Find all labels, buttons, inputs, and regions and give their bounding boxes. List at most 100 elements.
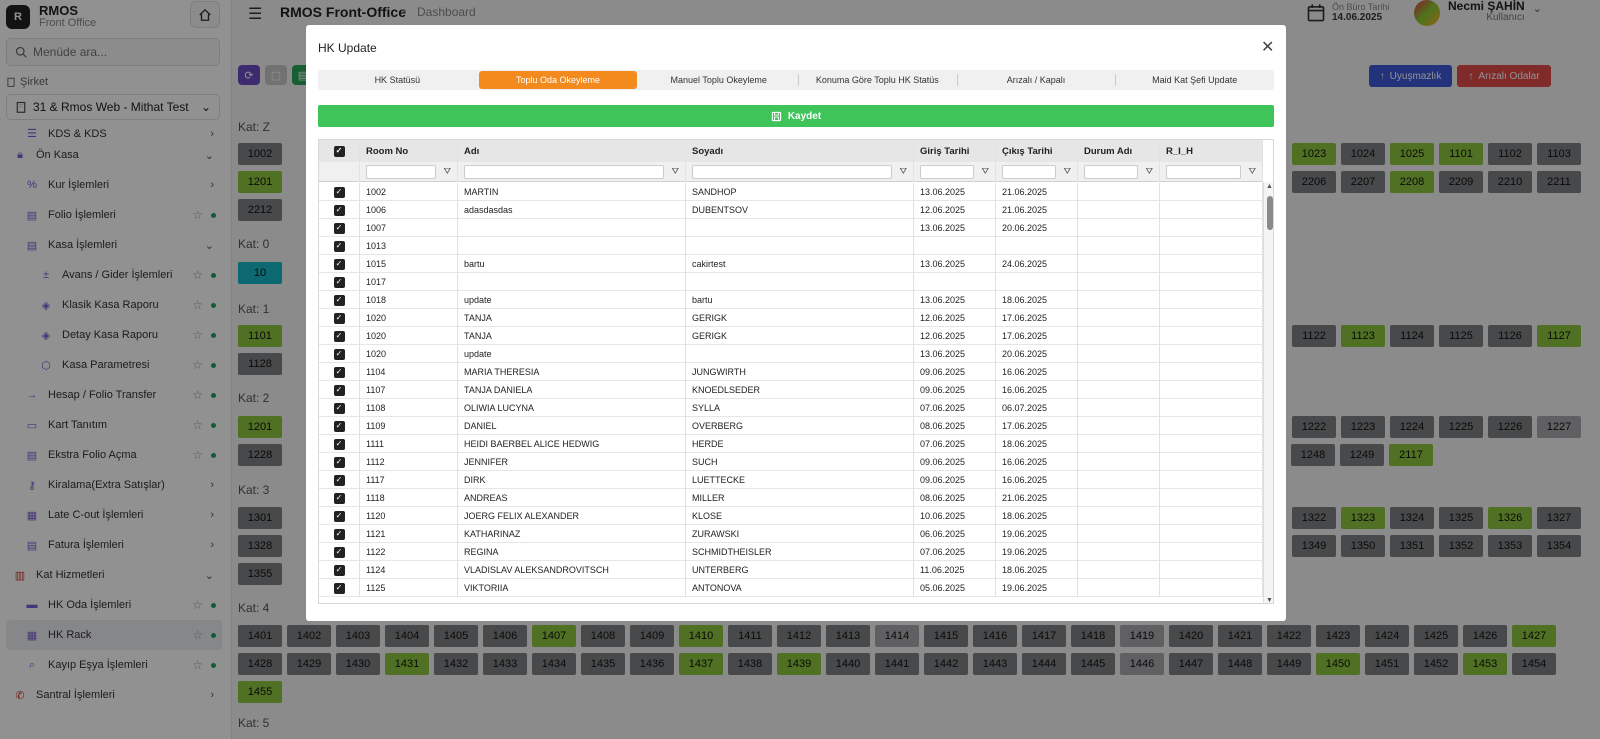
table-row[interactable]: ✓ 1006 adasdasdas DUBENTSOV 12.06.2025 21.06.…	[319, 201, 1263, 219]
room-tile[interactable]: 1453	[1463, 653, 1507, 675]
sidebar-item-7[interactable]: ◈ Detay Kasa Raporu ☆	[6, 320, 222, 350]
table-row[interactable]: ✓ 1112 JENNIFER SUCH 09.06.2025 16.06.2025	[319, 453, 1263, 471]
scroll-down-icon[interactable]: ▼	[1266, 597, 1273, 604]
row-checkbox[interactable]: ✓	[333, 492, 345, 504]
tab-5[interactable]: Maid Kat Şefi Update	[1115, 70, 1274, 90]
row-checkbox[interactable]: ✓	[333, 294, 345, 306]
row-checkbox[interactable]: ✓	[333, 222, 345, 234]
sidebar-item-18[interactable]: ⌕ Kayıp Eşya İşlemleri ☆	[6, 650, 222, 680]
room-tile[interactable]: 1423	[1316, 625, 1360, 647]
room-tile[interactable]: 1409	[630, 625, 674, 647]
room-tile[interactable]: 1351	[1390, 535, 1434, 557]
room-tile[interactable]: 1002	[238, 143, 282, 165]
room-tile[interactable]: 1440	[826, 653, 870, 675]
room-tile[interactable]: 2117	[1389, 444, 1433, 466]
star-icon[interactable]: ☆	[192, 298, 203, 312]
filter-icon[interactable]: ⛛	[671, 166, 679, 176]
close-icon[interactable]: ✕	[1261, 39, 1275, 56]
room-tile[interactable]: 1354	[1537, 535, 1581, 557]
tab-1[interactable]: Toplu Oda Okeyleme	[478, 71, 638, 89]
room-tile[interactable]: 1125	[1439, 325, 1483, 347]
room-tile[interactable]: 1419	[1120, 625, 1164, 647]
room-tile[interactable]: 1328	[238, 535, 282, 557]
room-tile[interactable]: 1430	[336, 653, 380, 675]
room-tile[interactable]: 1402	[287, 625, 331, 647]
room-tile[interactable]: 1405	[434, 625, 478, 647]
room-tile[interactable]: 1443	[973, 653, 1017, 675]
row-checkbox[interactable]: ✓	[333, 366, 345, 378]
room-tile[interactable]: 1225	[1439, 416, 1483, 438]
column-header[interactable]: Çıkış Tarihi	[996, 140, 1078, 162]
room-tile[interactable]: 1421	[1218, 625, 1262, 647]
room-tile[interactable]: 10	[238, 262, 282, 284]
sidebar-item-1[interactable]: 🔒︎ Ön Kasa ⌄	[6, 140, 222, 170]
scroll-thumb[interactable]	[1267, 196, 1273, 230]
tab-0[interactable]: HK Statüsü	[374, 75, 421, 85]
sidebar-item-5[interactable]: ± Avans / Gider İşlemleri ☆	[6, 260, 222, 290]
room-tile[interactable]: 1353	[1488, 535, 1532, 557]
row-checkbox[interactable]: ✓	[333, 528, 345, 540]
room-tile[interactable]: 1425	[1414, 625, 1458, 647]
room-tile[interactable]: 1418	[1071, 625, 1115, 647]
star-icon[interactable]: ☆	[192, 418, 203, 432]
room-tile[interactable]: 2210	[1488, 171, 1532, 193]
star-icon[interactable]: ☆	[192, 358, 203, 372]
star-icon[interactable]: ☆	[192, 208, 203, 222]
sidebar-item-12[interactable]: ⚷ Kiralama(Extra Satışlar) ›	[6, 470, 222, 500]
room-tile[interactable]: 1416	[973, 625, 1017, 647]
room-tile[interactable]: 1201	[238, 416, 282, 438]
tab-3[interactable]: Konuma Göre Toplu HK Statüs	[798, 70, 957, 90]
row-checkbox[interactable]: ✓	[333, 384, 345, 396]
star-icon[interactable]: ☆	[192, 268, 203, 282]
filter-input[interactable]	[920, 165, 974, 179]
save-button[interactable]: Kaydet	[318, 105, 1274, 127]
table-row[interactable]: ✓ 1122 REGINA SCHMIDTHEISLER 07.06.2025 19.06…	[319, 543, 1263, 561]
room-tile[interactable]: 1434	[532, 653, 576, 675]
sidebar-item-10[interactable]: ▭ Kart Tanıtım ☆	[6, 410, 222, 440]
room-tile[interactable]: 1102	[1488, 143, 1532, 165]
grid-scrollbar[interactable]: ▲ ▼	[1263, 182, 1273, 604]
sidebar-item-6[interactable]: ◈ Klasik Kasa Raporu ☆	[6, 290, 222, 320]
row-checkbox[interactable]: ✓	[333, 348, 345, 360]
room-tile[interactable]: 1403	[336, 625, 380, 647]
filter-input[interactable]	[692, 165, 892, 179]
table-row[interactable]: ✓ 1018 update bartu 13.06.2025 18.06.2025	[319, 291, 1263, 309]
sidebar-item-19[interactable]: ✆ Santral İşlemleri ›	[6, 680, 222, 710]
table-row[interactable]: ✓ 1002 MARTIN SANDHOP 13.06.2025 21.06.2025	[319, 183, 1263, 201]
avatar[interactable]	[1414, 0, 1440, 26]
room-tile[interactable]: 1325	[1439, 507, 1483, 529]
row-checkbox[interactable]: ✓	[333, 474, 345, 486]
room-tile[interactable]: 1408	[581, 625, 625, 647]
filter-icon[interactable]: ⛛	[1063, 166, 1071, 176]
row-checkbox[interactable]: ✓	[333, 258, 345, 270]
filter-input[interactable]	[1084, 165, 1138, 179]
room-tile[interactable]: 1448	[1218, 653, 1262, 675]
column-header[interactable]: Soyadı	[686, 140, 914, 162]
room-tile[interactable]: 1101	[238, 325, 282, 347]
room-tile[interactable]: 1435	[581, 653, 625, 675]
row-checkbox[interactable]: ✓	[333, 420, 345, 432]
room-tile[interactable]: 1426	[1463, 625, 1507, 647]
column-header[interactable]: Room No	[360, 140, 458, 162]
room-tile[interactable]: 1222	[1292, 416, 1336, 438]
arizali-odalar-button[interactable]: ↑ Arızalı Odalar	[1457, 65, 1551, 87]
table-row[interactable]: ✓ 1109 DANIEL OVERBERG 08.06.2025 17.06.2025	[319, 417, 1263, 435]
tab-4[interactable]: Arızalı / Kapalı	[956, 70, 1116, 90]
table-row[interactable]: ✓ 1020 TANJA GERIGK 12.06.2025 17.06.2025	[319, 327, 1263, 345]
row-checkbox[interactable]: ✓	[333, 312, 345, 324]
room-tile[interactable]: 1103	[1537, 143, 1581, 165]
row-checkbox[interactable]: ✓	[333, 510, 345, 522]
room-tile[interactable]: 1424	[1365, 625, 1409, 647]
room-tile[interactable]: 1413	[826, 625, 870, 647]
room-tile[interactable]: 1439	[777, 653, 821, 675]
room-tile[interactable]: 1323	[1341, 507, 1385, 529]
room-tile[interactable]: 1432	[434, 653, 478, 675]
room-tile[interactable]: 1352	[1439, 535, 1483, 557]
select-all-checkbox[interactable]: ✓	[333, 145, 345, 157]
room-tile[interactable]: 1407	[532, 625, 576, 647]
room-tile[interactable]: 1414	[875, 625, 919, 647]
company-select[interactable]: 31 & Rmos Web - Mithat Test ⌄	[6, 94, 220, 120]
uyusmazlik-button[interactable]: ↑ Uyuşmazlık	[1369, 65, 1452, 87]
room-tile[interactable]: 1445	[1071, 653, 1115, 675]
room-tile[interactable]: 1454	[1512, 653, 1556, 675]
